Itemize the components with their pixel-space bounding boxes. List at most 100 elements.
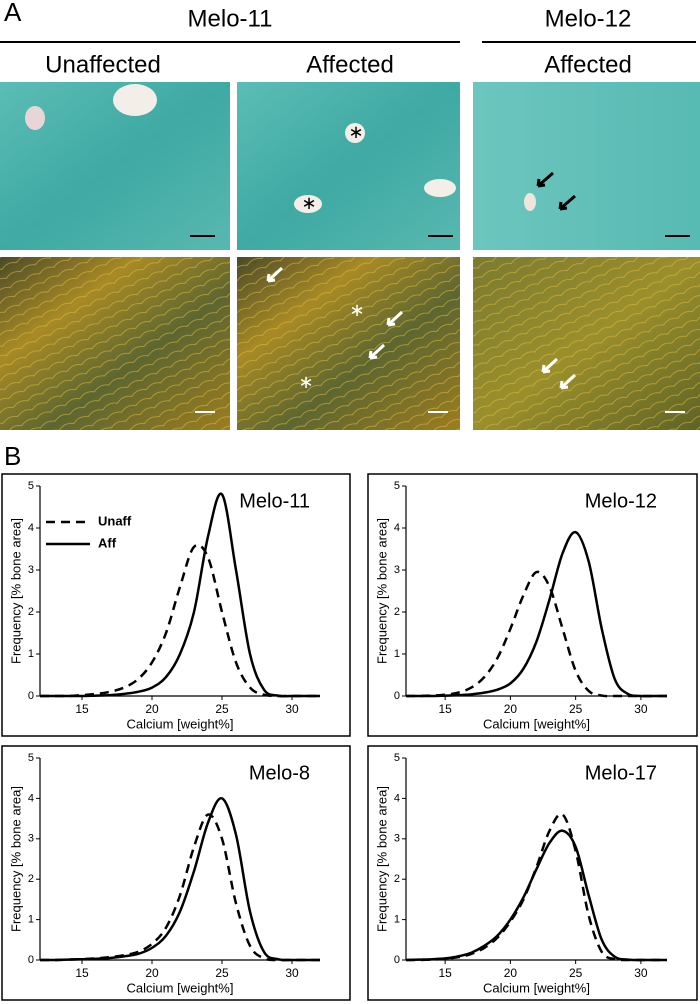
x-axis-label: Calcium [weight%]: [483, 980, 590, 995]
group-label: Melo-11: [188, 5, 273, 32]
y-tick-label: 1: [28, 914, 34, 926]
y-tick-label: 3: [394, 833, 400, 845]
chart-title: Melo-17: [585, 762, 657, 784]
asterisk-marker: ∗: [301, 193, 316, 213]
micrograph: [237, 82, 460, 250]
y-tick-label: 5: [28, 752, 34, 764]
y-tick-label: 4: [28, 792, 34, 804]
chart-frame: [1, 473, 351, 737]
y-tick-label: 1: [394, 914, 400, 926]
arrow-marker: [386, 310, 404, 327]
data-line: [40, 543, 320, 698]
asterisk-marker: ∗: [349, 300, 364, 320]
asterisk-marker: ∗: [298, 372, 313, 392]
y-tick-label: 3: [28, 833, 34, 845]
x-tick-label: 25: [569, 702, 583, 716]
chart: 0 1 2 3 4 5 15 20 25 30 Calcium [weight%] Frequency…: [367, 473, 698, 737]
arrow-marker: [541, 357, 559, 374]
micrograph-texture: [0, 257, 230, 430]
chart-frame: [367, 473, 698, 737]
x-tick-label: 30: [634, 702, 648, 716]
chart-frame: [367, 745, 698, 1001]
y-tick-label: 2: [394, 606, 400, 618]
chart: 0 1 2 3 4 5 15 20 25 30 Calcium [weight%] Frequency…: [367, 745, 698, 1001]
data-line: [406, 530, 667, 698]
panel-label: A: [4, 0, 22, 27]
y-axis-label: Frequency [% bone area]: [374, 518, 389, 664]
y-tick-label: 1: [394, 648, 400, 660]
y-tick-label: 1: [28, 648, 34, 660]
data-line: [40, 492, 320, 698]
column-label: Affected: [306, 51, 394, 78]
x-axis-label: Calcium [weight%]: [127, 980, 234, 995]
micrograph-detail: [113, 84, 157, 116]
y-tick-label: 0: [394, 954, 400, 966]
data-line: [405, 829, 667, 962]
y-axis-label: Frequency [% bone area]: [8, 518, 23, 664]
micrograph-detail: [25, 106, 45, 130]
y-tick-label: 5: [394, 480, 400, 492]
x-axis-label: Calcium [weight%]: [127, 716, 234, 731]
data-line: [39, 797, 320, 962]
x-tick-label: 15: [438, 702, 452, 716]
data-line: [405, 812, 667, 962]
legend-label: Unaff: [98, 513, 132, 528]
micrograph-texture: [473, 257, 700, 430]
x-tick-label: 20: [145, 966, 159, 980]
arrow-marker: [558, 194, 576, 211]
x-tick-label: 15: [75, 702, 89, 716]
micrograph-detail: [424, 179, 456, 197]
y-axis-label: Frequency [% bone area]: [374, 786, 389, 932]
x-tick-label: 30: [285, 966, 299, 980]
panel-a: A Melo-11 Melo-12 Unaffected Affected Af…: [0, 0, 700, 430]
y-tick-label: 0: [28, 690, 34, 702]
x-tick-label: 25: [215, 966, 229, 980]
micrograph-detail: [524, 193, 536, 211]
chart-frame: [1, 745, 351, 1001]
x-tick-label: 30: [634, 966, 648, 980]
y-axis-label: Frequency [% bone area]: [8, 786, 23, 932]
y-tick-label: 0: [394, 690, 400, 702]
chart-title: Melo-8: [249, 762, 310, 784]
x-tick-label: 30: [285, 702, 299, 716]
y-tick-label: 4: [28, 522, 34, 534]
arrow-marker: [559, 373, 577, 390]
x-tick-label: 25: [215, 702, 229, 716]
y-tick-label: 5: [28, 480, 34, 492]
y-tick-label: 0: [28, 954, 34, 966]
legend-label: Aff: [98, 535, 117, 550]
y-tick-label: 2: [28, 606, 34, 618]
chart: 0 1 2 3 4 5 15 20 25 30 Calcium [weight%] Frequency…: [1, 745, 351, 1001]
micrograph: [473, 82, 700, 250]
arrow-marker: [368, 343, 386, 360]
chart: 0 1 2 3 4 5 15 20 25 30 Calcium [weight%] Frequency…: [1, 473, 351, 737]
micrograph-texture: [237, 257, 460, 430]
x-axis-label: Calcium [weight%]: [483, 716, 590, 731]
chart-title: Melo-11: [239, 490, 310, 512]
micrograph-detail: [345, 123, 365, 143]
x-tick-label: 25: [569, 966, 583, 980]
chart-title: Melo-12: [585, 490, 657, 512]
x-tick-label: 20: [504, 966, 518, 980]
x-tick-label: 15: [75, 966, 89, 980]
x-tick-label: 20: [504, 702, 518, 716]
data-line: [405, 570, 667, 698]
arrow-marker: [266, 266, 284, 283]
y-tick-label: 3: [28, 564, 34, 576]
data-line: [39, 813, 320, 962]
x-tick-label: 15: [438, 966, 452, 980]
y-tick-label: 4: [394, 792, 400, 804]
panel-label: B: [4, 441, 21, 471]
y-tick-label: 2: [28, 873, 34, 885]
y-tick-label: 3: [394, 564, 400, 576]
y-tick-label: 4: [394, 522, 400, 534]
column-label: Affected: [544, 51, 632, 78]
group-label: Melo-12: [545, 5, 632, 32]
y-tick-label: 2: [394, 873, 400, 885]
asterisk-marker: ∗: [348, 122, 363, 142]
arrow-marker: [536, 171, 554, 188]
column-label: Unaffected: [45, 51, 161, 78]
y-tick-label: 5: [394, 752, 400, 764]
